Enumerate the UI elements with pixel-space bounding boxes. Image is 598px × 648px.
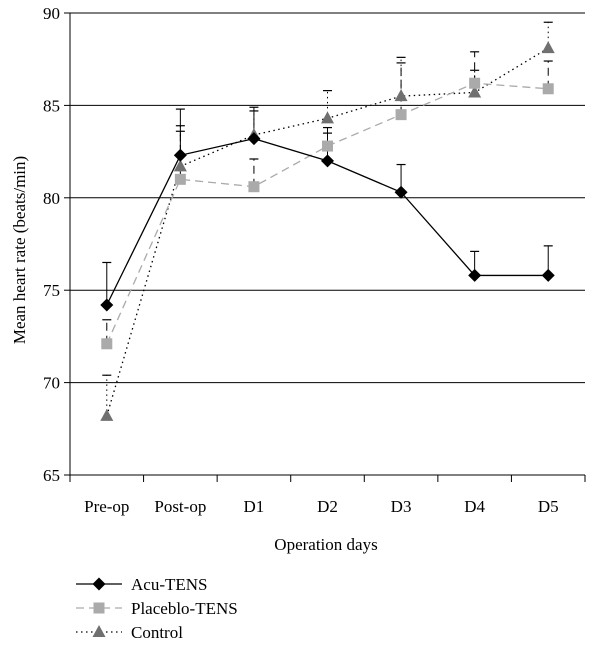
x-tick-label: D4 — [464, 497, 485, 516]
data-point-acu-tens — [468, 268, 482, 282]
y-tick-label: 65 — [43, 466, 60, 485]
x-tick-label: D5 — [538, 497, 559, 516]
legend-marker — [92, 625, 106, 637]
series-layer — [100, 21, 555, 421]
data-point-control — [468, 85, 482, 98]
legend-marker — [93, 602, 105, 614]
x-tick-label: Post-op — [154, 497, 206, 516]
series-acu-tens — [100, 132, 555, 312]
y-tick-label: 90 — [43, 4, 60, 23]
legend-item: Acu-TENS — [76, 575, 207, 594]
data-point-control — [541, 41, 555, 54]
y-tick-label: 70 — [43, 374, 60, 393]
y-axis-label: Mean heart rate (beats/min) — [10, 156, 29, 344]
data-point-placeblo-tens — [542, 83, 554, 95]
data-point-placeblo-tens — [248, 181, 260, 193]
data-point-placeblo-tens — [101, 338, 113, 350]
legend-label: Placeblo-TENS — [131, 599, 238, 618]
x-tick-label: D1 — [244, 497, 265, 516]
legend-marker — [92, 577, 106, 591]
legend-item: Control — [76, 623, 183, 642]
data-point-acu-tens — [394, 185, 408, 199]
series-placeblo-tens — [101, 77, 554, 350]
y-tick-label: 85 — [43, 96, 60, 115]
x-axis-label: Operation days — [274, 535, 377, 554]
y-tick-label: 80 — [43, 189, 60, 208]
data-point-acu-tens — [173, 148, 187, 162]
legend-label: Acu-TENS — [131, 575, 207, 594]
data-point-placeblo-tens — [469, 77, 481, 89]
gridlines — [70, 12, 585, 384]
data-point-acu-tens — [541, 268, 555, 282]
data-point-placeblo-tens — [322, 140, 333, 152]
x-tick-label: D3 — [391, 497, 412, 516]
data-point-acu-tens — [247, 132, 261, 146]
x-tick-label: Pre-op — [84, 497, 129, 516]
legend-label: Control — [131, 623, 183, 642]
plot-area: 65 70 75 80 85 90 Pre-op Post-op D1 D2 D3 D4 D5 — [43, 4, 586, 516]
data-point-placeblo-tens — [395, 109, 407, 121]
data-point-acu-tens — [100, 298, 114, 312]
y-axis: 65 70 75 80 85 90 — [43, 4, 71, 485]
series-control — [100, 41, 555, 421]
x-tick-label: D2 — [317, 497, 338, 516]
y-tick-label: 75 — [43, 281, 60, 300]
data-point-control — [321, 111, 334, 124]
data-point-control — [394, 89, 408, 102]
legend: Acu-TENS Placeblo-TENS Control — [76, 575, 238, 642]
x-axis: Pre-op Post-op D1 D2 D3 D4 D5 — [69, 474, 586, 516]
data-point-placeblo-tens — [174, 173, 186, 185]
data-point-control — [173, 159, 187, 172]
legend-item: Placeblo-TENS — [76, 599, 238, 618]
error-bars-control — [102, 21, 553, 416]
data-point-control — [100, 408, 114, 421]
data-point-acu-tens — [321, 154, 334, 168]
